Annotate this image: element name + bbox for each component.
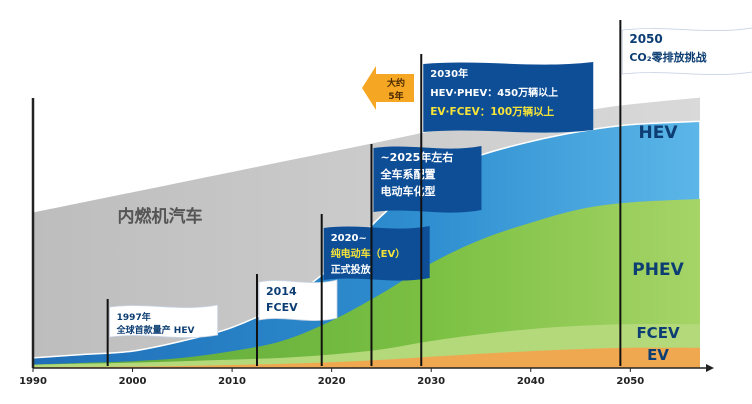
flag-text: ~2025年左右 — [380, 150, 453, 164]
flag-text: CO₂零排放挑战 — [629, 50, 706, 64]
flag-text: 2030年 — [430, 67, 468, 80]
area-ev — [33, 347, 700, 368]
flag-text: EV·FCEV：100万辆以上 — [430, 105, 554, 118]
flag-text: 全车系配置 — [379, 167, 435, 181]
milestone-flag: 2020~ 纯电动车（EV） 正式投放 — [320, 214, 430, 366]
area-phev — [33, 199, 700, 368]
flag-banner — [323, 226, 430, 281]
flag-text: 1997年 — [117, 311, 151, 323]
x-tick-label: 2010 — [218, 376, 246, 387]
label-fcev: FCEV — [636, 324, 680, 342]
flag-text: HEV·PHEV：450万辆以上 — [430, 86, 558, 99]
flag-banner — [258, 279, 338, 321]
label-phev: PHEV — [632, 260, 684, 280]
x-axis-arrow-icon — [706, 364, 714, 372]
x-tick-label: 2040 — [517, 376, 545, 387]
flag-banner — [621, 27, 752, 75]
flag-text: 2020~ — [331, 233, 367, 244]
flag-banner — [423, 62, 594, 133]
x-tick-label: 2030 — [417, 376, 445, 387]
flag-banner — [109, 304, 219, 338]
flag-text: 纯电动车（EV） — [331, 247, 406, 260]
flag-text: 正式投放 — [331, 263, 372, 276]
label-hev: HEV — [639, 123, 679, 143]
milestone-flag: 2050 CO₂零排放挑战 — [619, 20, 752, 366]
flag-text: 电动车化型 — [380, 184, 435, 198]
arrow-label: 5年 — [388, 90, 403, 102]
x-tick-label: 2000 — [119, 376, 147, 387]
x-tick-label: 2050 — [616, 376, 644, 387]
label-ev: EV — [647, 346, 669, 364]
flag-text: FCEV — [266, 301, 298, 314]
flag-text: 全球首款量产 HEV — [116, 324, 195, 336]
x-tick-label: 2020 — [318, 376, 346, 387]
flag-text: 2014 — [266, 285, 297, 298]
label-ice: 内燃机汽车 — [118, 206, 203, 227]
flag-banner — [373, 146, 482, 213]
left-arrow-icon — [362, 66, 414, 110]
flag-text: 2050 — [629, 32, 662, 46]
milestone-flag: 2014 FCEV — [255, 274, 338, 366]
milestone-flag: 2030年 HEV·PHEV：450万辆以上 EV·FCEV：100万辆以上 — [420, 54, 594, 366]
arrow-label: 大约 — [387, 77, 405, 89]
x-tick-label: 1990 — [19, 376, 47, 387]
